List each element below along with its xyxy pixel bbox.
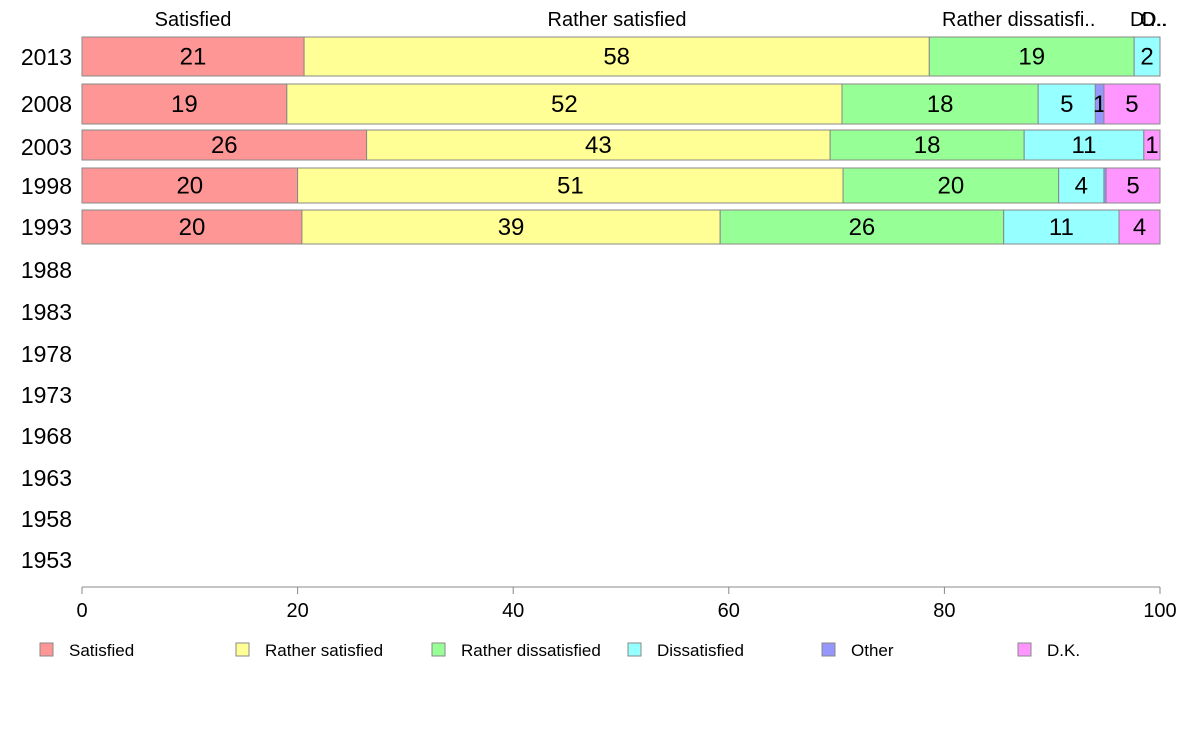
data-label: 1 <box>1145 132 1158 159</box>
year-label: 2013 <box>21 44 72 70</box>
data-label: 18 <box>927 91 954 118</box>
top-category-label: Rather satisfied <box>548 9 687 31</box>
bar-segment <box>286 83 843 125</box>
data-label: 52 <box>551 91 578 118</box>
data-label: 19 <box>1018 44 1045 71</box>
bar-segment <box>829 129 1025 161</box>
bar-segment <box>842 167 1060 204</box>
data-label: 26 <box>849 214 876 241</box>
data-label: 4 <box>1075 173 1088 200</box>
x-axis: 0 20 40 60 80 100 <box>76 586 1177 622</box>
legend: Satisfied Rather satisfied Rather dissatis… <box>39 641 1080 660</box>
x-tick-label: 0 <box>76 600 87 622</box>
data-label: 20 <box>938 173 965 200</box>
legend-label: Rather dissatisfied <box>461 641 601 660</box>
top-category-label: O.. <box>1140 9 1167 31</box>
bar-segment <box>1143 129 1161 161</box>
year-label: 1983 <box>21 299 72 325</box>
data-label: 11 <box>1072 132 1097 159</box>
data-label: 18 <box>914 132 941 159</box>
year-label: 1998 <box>21 173 72 199</box>
data-label: 5 <box>1125 91 1138 118</box>
data-label: 20 <box>176 173 203 200</box>
year-label: 1968 <box>21 423 72 449</box>
data-label: 58 <box>603 44 630 71</box>
year-labels: 2013 2008 2003 1998 1993 1988 1983 1978 1973 1968… <box>21 44 72 573</box>
data-label: 5 <box>1060 91 1073 118</box>
data-label: 20 <box>179 214 206 241</box>
bar-segment <box>81 209 303 245</box>
bar-segment <box>301 209 721 245</box>
x-tick-label: 100 <box>1143 600 1176 622</box>
data-label: 39 <box>498 214 525 241</box>
bar-segment <box>928 36 1135 77</box>
year-label: 1993 <box>21 214 72 240</box>
top-labels: Satisfied Rather satisfied Rather dissatis… <box>155 9 1168 31</box>
year-label: 1988 <box>21 257 72 283</box>
legend-label: Other <box>851 641 894 660</box>
top-category-label: D.. <box>1142 9 1168 31</box>
year-label: 1973 <box>21 382 72 408</box>
legend-swatch <box>39 642 54 657</box>
data-label: 5 <box>1126 173 1139 200</box>
bar-segment <box>1133 36 1161 77</box>
data-label: 1 <box>1093 91 1106 118</box>
data-label: 51 <box>557 173 584 200</box>
legend-swatch <box>627 642 642 657</box>
legend-label: D.K. <box>1047 641 1080 660</box>
top-category-label: Rather dissatisfi.. <box>942 9 1095 31</box>
year-label: 1953 <box>21 547 72 573</box>
bar-segment <box>1118 209 1161 245</box>
legend-swatch <box>235 642 250 657</box>
bar-segment <box>81 167 299 204</box>
legend-swatch <box>821 642 836 657</box>
top-category-label: Satisfied <box>155 9 232 31</box>
bar-segment <box>841 83 1039 125</box>
data-label: 4 <box>1133 214 1146 241</box>
x-tick-label: 20 <box>286 600 308 622</box>
bar-segment <box>81 129 368 161</box>
data-label: 43 <box>585 132 612 159</box>
year-label: 2003 <box>21 134 72 160</box>
bar-segment <box>81 36 305 77</box>
data-label: 26 <box>211 132 238 159</box>
bar-segment <box>1003 209 1120 245</box>
bar-segment <box>1037 83 1096 125</box>
legend-swatch <box>431 642 446 657</box>
year-label: 2008 <box>21 91 72 117</box>
year-label: 1978 <box>21 341 72 367</box>
legend-swatch <box>1017 642 1032 657</box>
bar-segment <box>1105 167 1161 204</box>
x-tick-label: 60 <box>718 600 740 622</box>
bar-segment <box>297 167 844 204</box>
year-label: 1958 <box>21 506 72 532</box>
data-label: 2 <box>1140 44 1153 71</box>
bar-segment <box>1023 129 1145 161</box>
bar-segment <box>81 83 288 125</box>
bar-segment <box>366 129 831 161</box>
x-tick-label: 40 <box>502 600 524 622</box>
legend-label: Satisfied <box>69 641 134 660</box>
bar-segment <box>1058 167 1105 204</box>
data-label: 11 <box>1049 214 1074 241</box>
year-label: 1963 <box>21 465 72 491</box>
data-label: 19 <box>171 91 198 118</box>
data-label: 21 <box>180 44 207 71</box>
bar-segment <box>1103 83 1161 125</box>
legend-label: Rather satisfied <box>265 641 383 660</box>
x-tick-label: 80 <box>933 600 955 622</box>
bar-segment <box>719 209 1005 245</box>
top-category-label: D.. <box>1130 9 1156 31</box>
legend-label: Dissatisfied <box>657 641 744 660</box>
bars: 21 58 19 219 52 18 5 1 526 43 18 11 120 51 20 4 520 39 26 1… <box>81 36 1161 245</box>
